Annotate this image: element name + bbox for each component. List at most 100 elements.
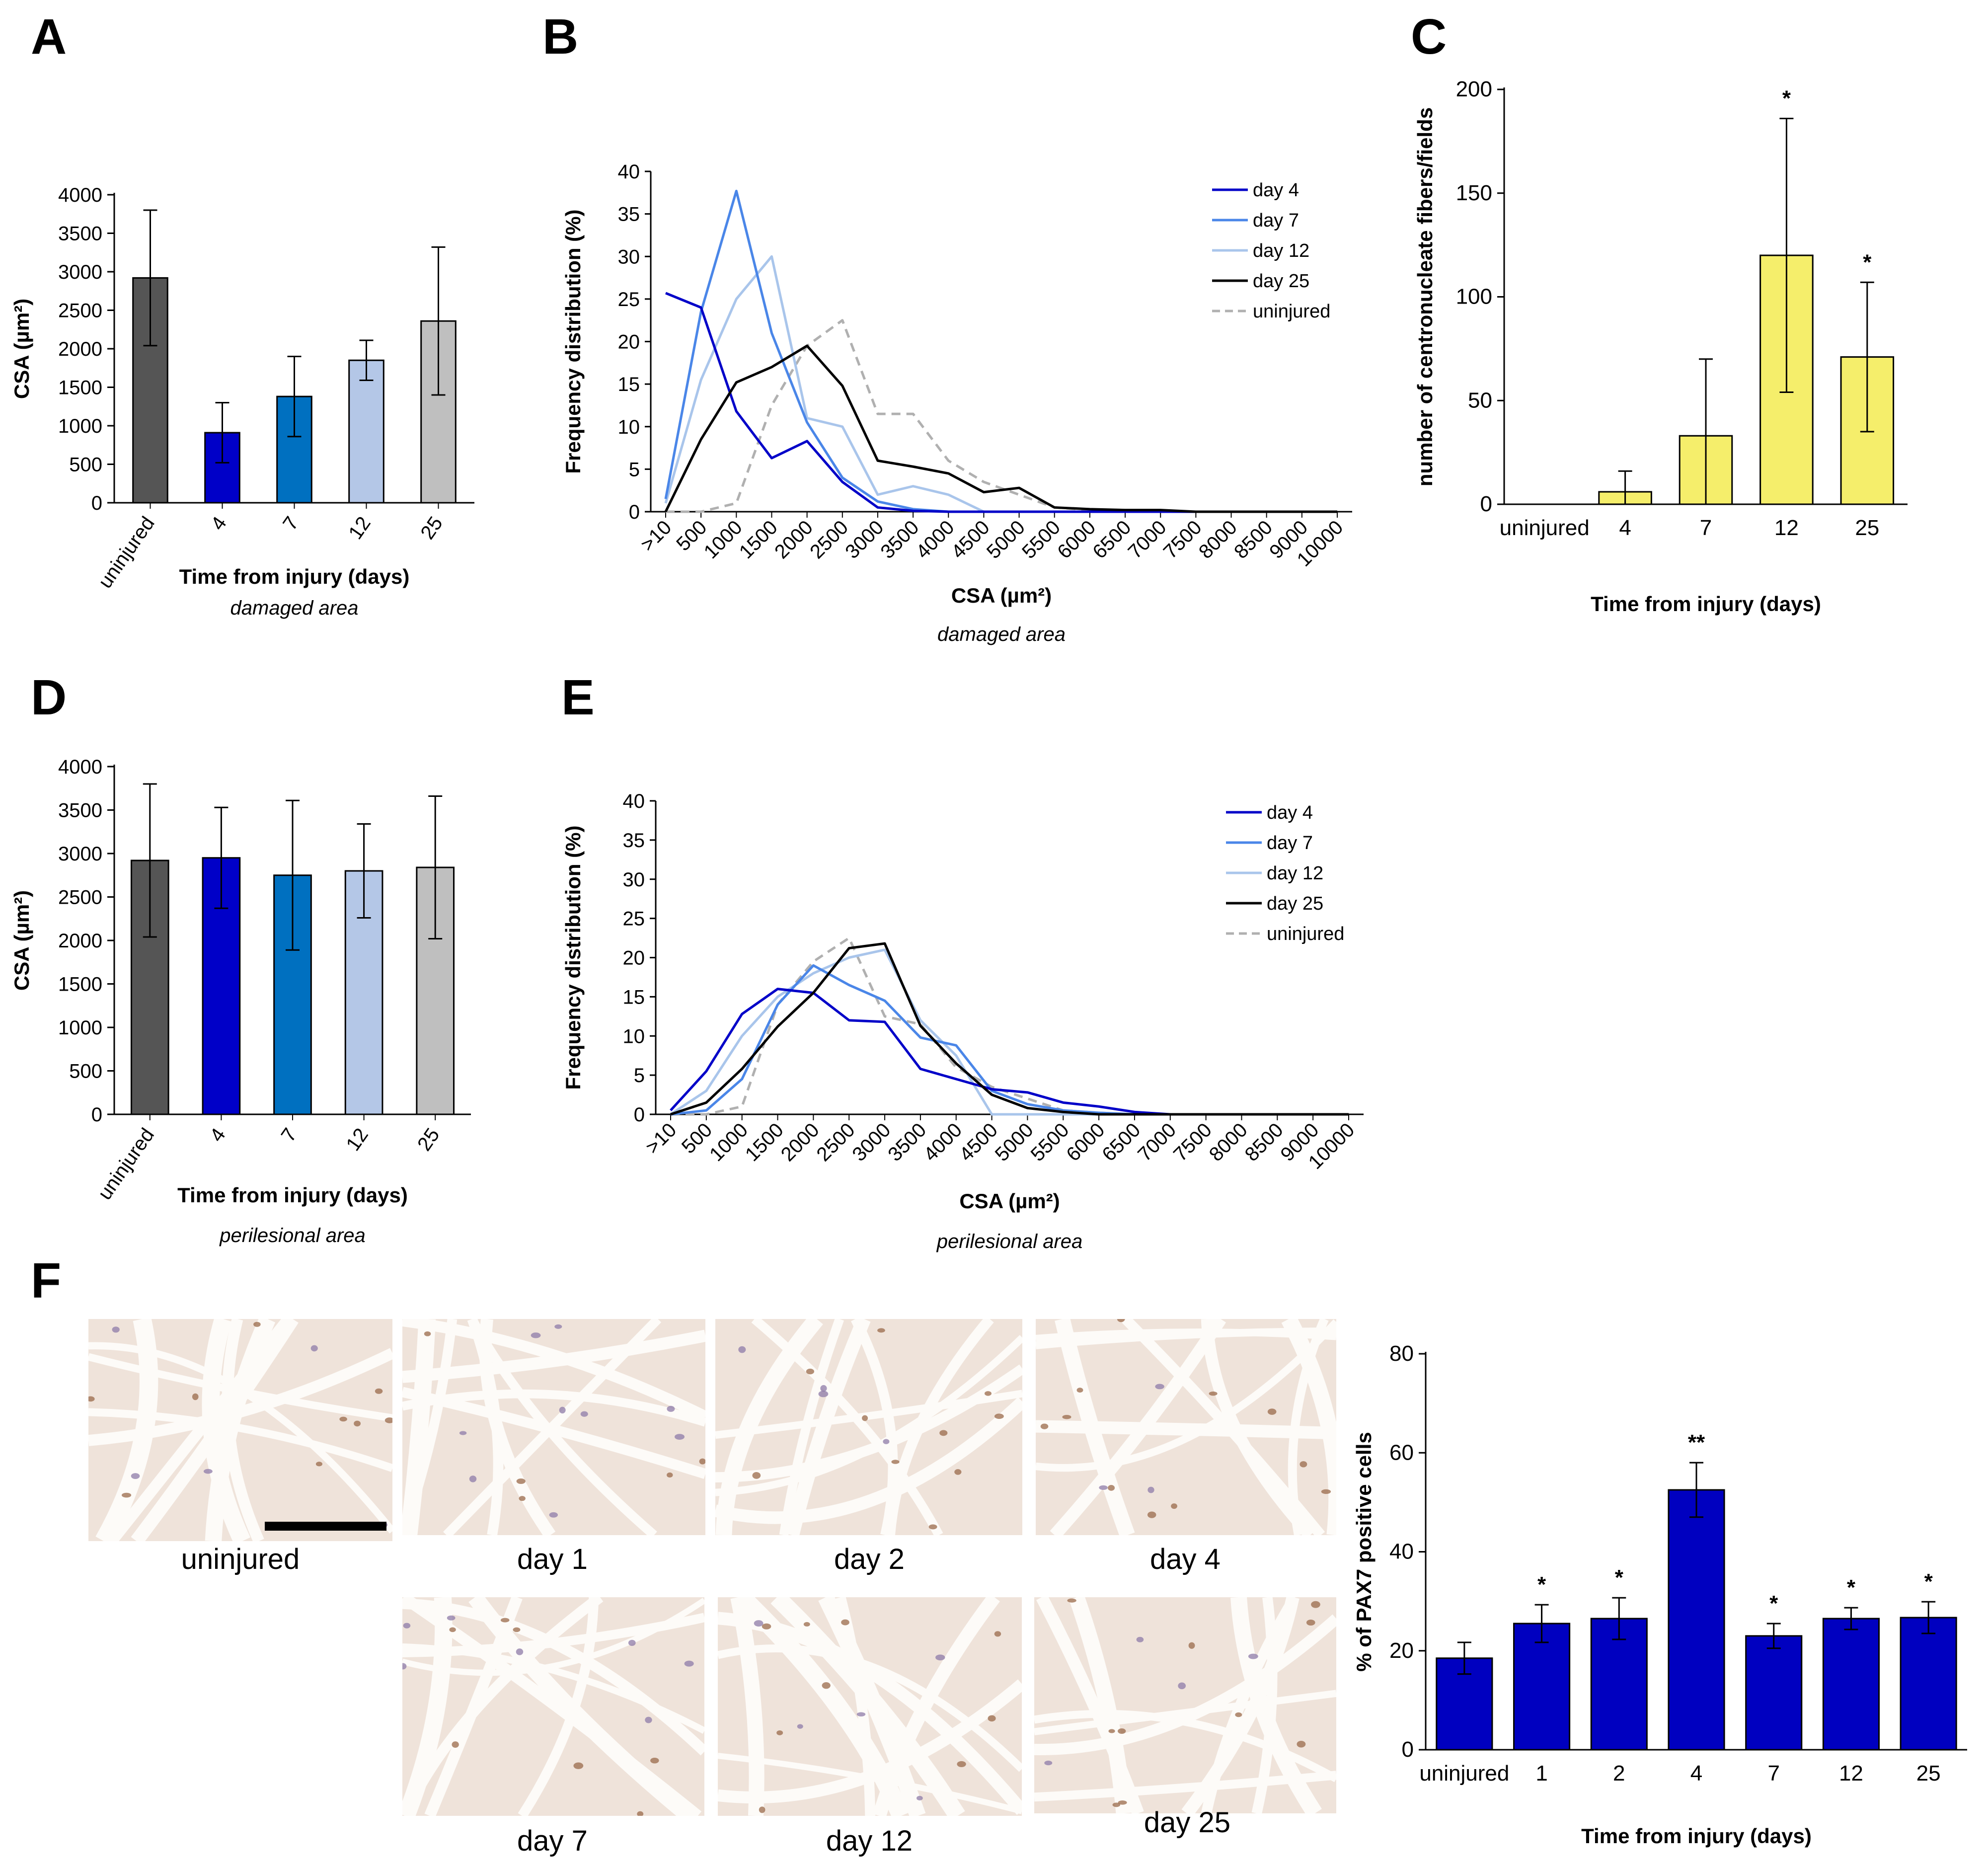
nucleus	[1300, 1461, 1307, 1468]
nucleus	[449, 1627, 456, 1633]
y-tick-label: 0	[634, 1104, 645, 1126]
x-tick-label: 7	[277, 1124, 302, 1146]
nucleus	[891, 1460, 900, 1464]
fiber-gap	[1034, 1614, 1336, 1755]
bar	[1590, 1618, 1648, 1751]
scale-bar	[265, 1522, 386, 1531]
x-tick-label: 25	[1916, 1761, 1941, 1786]
chart-caption: perilesional area	[219, 1225, 366, 1246]
x-tick-label: 2500	[813, 1119, 859, 1166]
chart-f-pax7: 0 20 40 60 80 uninjured * 1 * 2 ** 4 * 7 * 12 * 25 % of PA…	[1352, 1341, 1967, 1848]
nucleus	[192, 1393, 199, 1400]
y-tick-label: 20	[618, 331, 640, 353]
significance-marker: *	[1769, 1591, 1778, 1616]
y-tick-label: 0	[629, 501, 640, 523]
y-tick-label: 40	[1389, 1540, 1414, 1564]
micrograph-tile	[1036, 1319, 1336, 1535]
y-tick-label: 35	[618, 204, 640, 226]
nucleus	[1209, 1391, 1218, 1396]
nucleus	[916, 1795, 923, 1801]
y-tick-label: 0	[91, 1104, 102, 1126]
nucleus	[131, 1473, 140, 1479]
fiber-gap	[468, 1597, 694, 1816]
significance-marker: *	[1782, 86, 1791, 110]
nucleus	[559, 1406, 566, 1414]
x-tick-label: 2500	[806, 516, 852, 563]
micrograph-label: day 25	[1144, 1806, 1230, 1839]
nucleus	[752, 1472, 761, 1479]
x-tick-label: 6500	[1098, 1119, 1145, 1166]
bar	[1513, 1623, 1571, 1751]
x-tick-label: 25	[1855, 516, 1879, 540]
panel-label-f: F	[31, 1253, 61, 1309]
x-tick-label: 8500	[1230, 516, 1277, 563]
series-line-day-7	[664, 189, 1337, 513]
bar	[1668, 1489, 1725, 1751]
x-tick-label: 1000	[700, 516, 747, 563]
x-tick-label: >10	[641, 1119, 681, 1158]
series-line-day-25	[670, 942, 1349, 1116]
y-tick-label: 60	[1389, 1440, 1414, 1465]
legend-label: day 12	[1253, 240, 1309, 261]
x-tick-label: 2	[1613, 1761, 1625, 1786]
x-tick-label: 4	[206, 1124, 230, 1146]
y-tick-label: 15	[623, 986, 645, 1008]
x-tick-label: 1500	[735, 516, 782, 563]
micrograph-tile	[718, 1597, 1022, 1816]
nucleus	[1067, 1598, 1076, 1603]
fiber-gap	[402, 1387, 705, 1479]
x-tick-label: 1000	[705, 1119, 752, 1166]
series-line-day-12	[664, 255, 1337, 513]
fiber-gap	[88, 1353, 392, 1422]
nucleus	[112, 1326, 120, 1333]
nucleus	[339, 1416, 347, 1422]
nucleus	[1235, 1712, 1242, 1717]
x-tick-label: 7	[279, 513, 303, 534]
nucleus	[797, 1724, 803, 1729]
x-tick-label: 2000	[777, 1119, 824, 1166]
significance-marker: *	[1615, 1565, 1624, 1590]
micrograph-label: day 12	[826, 1825, 913, 1857]
nucleus	[738, 1346, 746, 1353]
x-tick-label: 4	[207, 513, 231, 534]
y-tick-label: 5	[634, 1065, 645, 1087]
nucleus	[500, 1618, 510, 1623]
chart-b-frequency-damaged: 0510152025303540>10500100015002000250030…	[561, 161, 1352, 645]
x-tick-label: 4	[1690, 1761, 1702, 1786]
panel-label-d: D	[31, 670, 67, 725]
nucleus	[1040, 1423, 1049, 1429]
nucleus	[856, 1712, 866, 1716]
nucleus	[519, 1496, 526, 1501]
fiber-gap	[715, 1335, 1022, 1496]
nucleus	[1267, 1408, 1277, 1415]
nucleus	[424, 1331, 431, 1336]
nucleus	[580, 1411, 588, 1417]
x-tick-label: 1500	[741, 1119, 788, 1166]
nucleus	[447, 1615, 456, 1621]
micrograph-tile	[88, 1319, 392, 1541]
series-line-day-25	[664, 344, 1337, 513]
nucleus	[469, 1476, 477, 1482]
nucleus	[1076, 1388, 1083, 1393]
x-tick-label: 3500	[884, 1119, 930, 1166]
nucleus	[452, 1741, 459, 1748]
chart-e-frequency-perilesional: 0510152025303540>10500100015002000250030…	[561, 790, 1364, 1252]
fiber-gap	[402, 1319, 458, 1535]
nucleus	[877, 1328, 885, 1333]
x-tick-label: 4500	[947, 516, 994, 563]
y-tick-label: 40	[623, 790, 645, 812]
legend-label: day 7	[1253, 210, 1299, 231]
micrograph-grid: uninjured day 1 day 2 day 4 day 7 day 12 day 2…	[88, 1319, 1336, 1857]
x-tick-label: 12	[1839, 1761, 1863, 1786]
series-line-day-4	[665, 292, 1337, 513]
micrograph-tile	[402, 1319, 705, 1535]
y-tick-label: 10	[623, 1025, 645, 1047]
legend-label: day 4	[1253, 180, 1299, 201]
x-tick-label: 5500	[1027, 1119, 1073, 1166]
series-line-uninjured	[666, 319, 1337, 513]
y-tick-label: 1000	[58, 1017, 102, 1039]
x-tick-label: 5500	[1018, 516, 1065, 563]
x-axis-label: Time from injury (days)	[1581, 1824, 1812, 1848]
x-tick-label: 7500	[1159, 516, 1206, 563]
